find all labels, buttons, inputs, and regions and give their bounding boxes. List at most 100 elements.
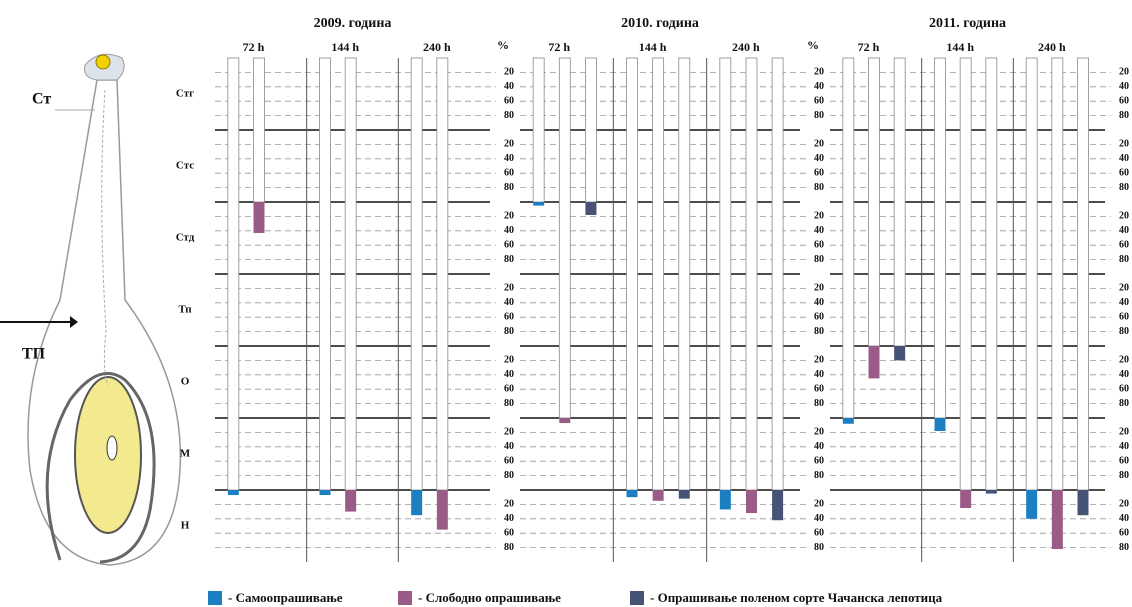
path-column <box>626 57 638 491</box>
y-tick-label: 60 <box>504 455 514 466</box>
legend-label: - Опрашивање поленом сорте Чачанска лепо… <box>650 590 943 605</box>
y-tick-label: 80 <box>504 542 514 553</box>
y-tick-label: 20 <box>1119 211 1129 222</box>
y-tick-label: 40 <box>1119 225 1129 236</box>
path-column <box>652 57 665 491</box>
y-tick-label: 60 <box>504 311 514 322</box>
path-column <box>253 57 265 203</box>
y-tick-label: 40 <box>504 81 514 92</box>
y-tick-label: 80 <box>504 182 514 193</box>
group-label: 240 h <box>732 40 760 54</box>
y-tick-label: 60 <box>1119 167 1129 178</box>
group-label: 72 h <box>243 40 265 54</box>
y-tick-label: 80 <box>504 326 514 337</box>
y-tick-label: 80 <box>1119 470 1129 481</box>
y-tick-label: 60 <box>1119 527 1129 538</box>
group-label: 72 h <box>858 40 880 54</box>
y-tick-label: 80 <box>814 182 824 193</box>
path-column <box>868 57 880 347</box>
y-tick-label: 60 <box>814 383 824 394</box>
y-tick-label: 40 <box>504 369 514 380</box>
bar <box>253 202 265 233</box>
y-tick-label: 80 <box>1119 254 1129 265</box>
y-tick-label: 60 <box>814 527 824 538</box>
y-tick-label: 60 <box>1119 383 1129 394</box>
y-tick-label: 20 <box>814 67 824 78</box>
bar <box>1026 490 1038 519</box>
path-column <box>532 57 545 203</box>
bar <box>626 490 638 498</box>
path-column <box>1051 57 1064 491</box>
y-tick-label: 80 <box>814 542 824 553</box>
bar <box>745 490 757 514</box>
annotation: Ст <box>32 91 51 108</box>
y-tick-label: 80 <box>814 326 824 337</box>
y-tick-label: 40 <box>1119 513 1129 524</box>
y-tick-label: 20 <box>1119 427 1129 438</box>
group-label: 144 h <box>331 40 359 54</box>
y-tick-label: 80 <box>814 398 824 409</box>
y-tick-label: 40 <box>814 297 824 308</box>
y-tick-label: 40 <box>814 153 824 164</box>
path-column <box>893 57 906 347</box>
y-tick-label: 80 <box>504 470 514 481</box>
bar <box>719 490 731 510</box>
y-tick-label: 80 <box>504 254 514 265</box>
unit-label: % <box>497 38 509 52</box>
panel-title: 2011. година <box>929 16 1006 31</box>
y-tick-label: 40 <box>504 441 514 452</box>
path-column <box>842 57 855 419</box>
y-tick-label: 80 <box>814 110 824 121</box>
y-tick-label: 80 <box>1119 326 1129 337</box>
y-tick-label: 40 <box>814 369 824 380</box>
bar <box>345 490 357 512</box>
bar <box>227 490 239 496</box>
path-column <box>585 57 597 203</box>
y-tick-label: 20 <box>1119 355 1129 366</box>
path-column <box>344 57 357 491</box>
y-tick-label: 40 <box>814 513 824 524</box>
y-tick-label: 60 <box>504 239 514 250</box>
unit-label: % <box>807 38 819 52</box>
y-tick-label: 60 <box>504 527 514 538</box>
y-tick-label: 20 <box>504 427 514 438</box>
y-tick-label: 60 <box>1119 239 1129 250</box>
y-tick-label: 40 <box>1119 153 1129 164</box>
y-tick-label: 20 <box>504 211 514 222</box>
legend-swatch <box>398 591 412 605</box>
y-tick-label: 20 <box>814 283 824 294</box>
bar <box>652 490 664 501</box>
y-tick-label: 60 <box>1119 455 1129 466</box>
path-column <box>719 57 732 491</box>
bar <box>411 490 423 516</box>
annotation: ТП <box>22 346 46 363</box>
legend-label: - Слободно опрашивање <box>418 590 561 605</box>
y-tick-label: 60 <box>814 455 824 466</box>
path-column <box>959 57 972 491</box>
y-tick-label: 20 <box>504 499 514 510</box>
y-tick-label: 40 <box>504 225 514 236</box>
y-tick-label: 20 <box>814 211 824 222</box>
group-label: 144 h <box>946 40 974 54</box>
y-tick-label: 60 <box>814 167 824 178</box>
y-tick-label: 40 <box>814 81 824 92</box>
group-label: 240 h <box>1038 40 1066 54</box>
bar <box>1077 490 1089 516</box>
y-tick-label: 60 <box>814 95 824 106</box>
y-tick-label: 40 <box>1119 369 1129 380</box>
y-tick-label: 60 <box>504 383 514 394</box>
y-tick-label: 20 <box>814 427 824 438</box>
y-tick-label: 60 <box>814 311 824 322</box>
y-tick-label: 20 <box>1119 67 1129 78</box>
y-tick-label: 80 <box>504 398 514 409</box>
y-tick-label: 40 <box>504 153 514 164</box>
path-column <box>436 57 449 491</box>
legend-swatch <box>630 591 644 605</box>
panel-title: 2009. година <box>314 16 392 31</box>
bar <box>842 418 854 424</box>
path-column <box>745 57 758 491</box>
y-tick-label: 20 <box>504 355 514 366</box>
pistil-illustration: Ст ТП <box>0 53 182 566</box>
y-tick-label: 20 <box>504 139 514 150</box>
bar <box>985 490 997 494</box>
